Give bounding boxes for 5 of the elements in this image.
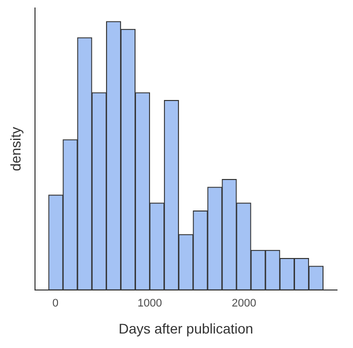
y-axis-title: density (7, 126, 24, 172)
x-tick-label: 0 (52, 298, 59, 310)
x-tick-label: 2000 (232, 298, 256, 310)
x-axis-title: Days after publication (118, 320, 254, 336)
x-tick-label: 1000 (138, 298, 162, 310)
